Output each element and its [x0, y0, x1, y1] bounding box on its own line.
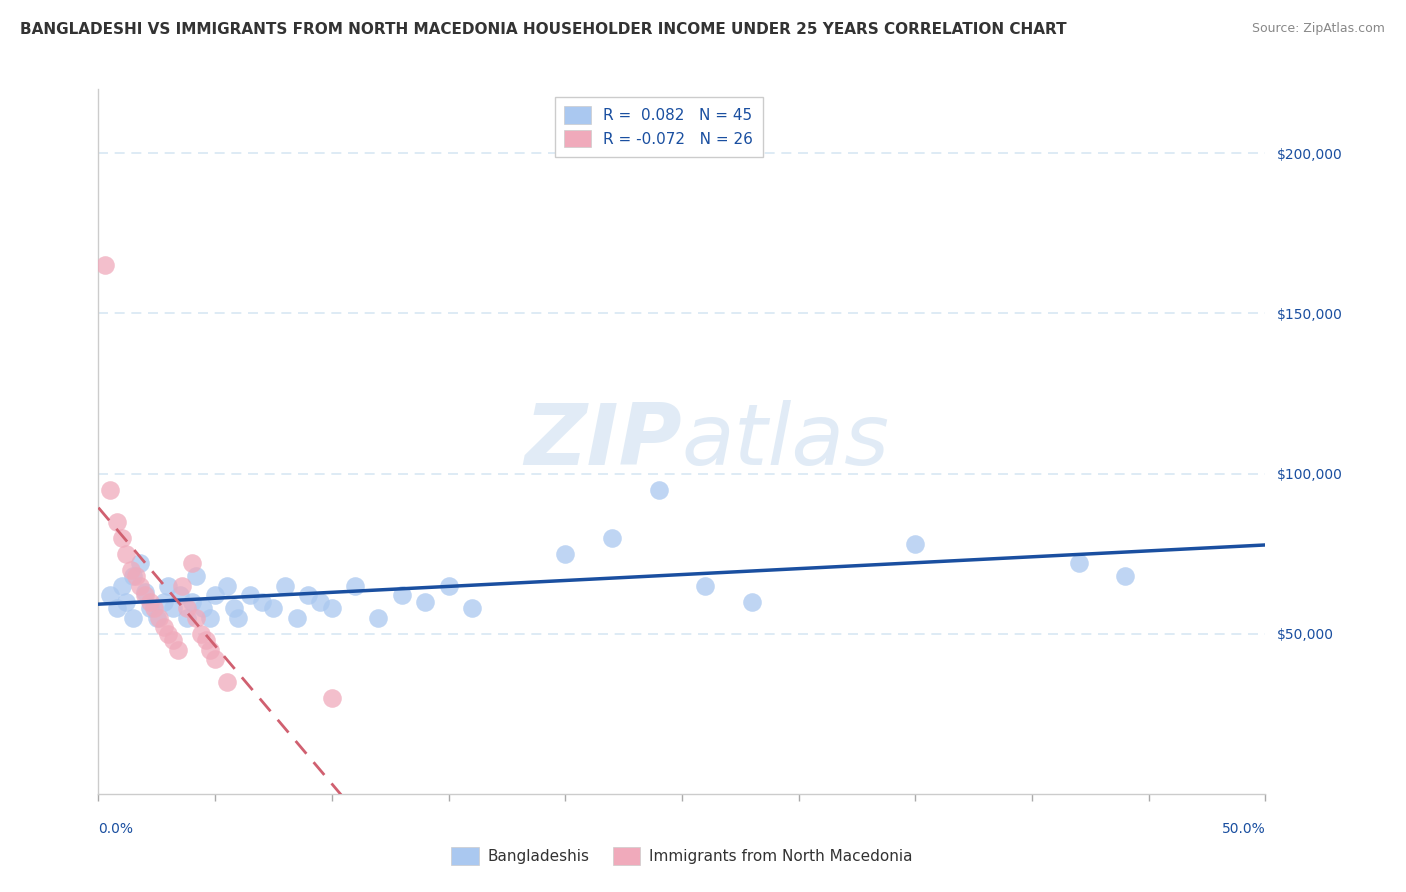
Point: [344, 579, 367, 593]
Point: [647, 483, 669, 497]
Point: [1114, 569, 1136, 583]
Point: [186, 569, 208, 583]
Point: [215, 579, 238, 593]
Text: 50.0%: 50.0%: [1222, 822, 1265, 836]
Point: [904, 537, 927, 551]
Point: [193, 601, 215, 615]
Y-axis label: Householder Income Under 25 years: Householder Income Under 25 years: [0, 315, 7, 568]
Point: [204, 588, 226, 602]
Text: 0.0%: 0.0%: [98, 822, 134, 836]
Point: [186, 610, 208, 624]
Point: [98, 588, 121, 602]
Point: [162, 601, 184, 615]
Point: [180, 556, 202, 570]
Point: [172, 579, 194, 593]
Point: [437, 579, 460, 593]
Point: [194, 633, 217, 648]
Point: [115, 547, 138, 561]
Point: [274, 579, 297, 593]
Point: [122, 569, 145, 583]
Point: [461, 601, 484, 615]
Point: [152, 595, 174, 609]
Point: [176, 601, 198, 615]
Text: Source: ZipAtlas.com: Source: ZipAtlas.com: [1251, 22, 1385, 36]
Point: [309, 595, 332, 609]
Point: [297, 588, 319, 602]
Point: [120, 563, 142, 577]
Point: [115, 595, 138, 609]
Point: [166, 642, 188, 657]
Point: [129, 579, 152, 593]
Text: ZIP: ZIP: [524, 400, 682, 483]
Point: [695, 579, 717, 593]
Point: [111, 579, 134, 593]
Point: [554, 547, 576, 561]
Point: [139, 595, 162, 609]
Point: [239, 588, 262, 602]
Point: [134, 585, 156, 599]
Point: [1067, 556, 1090, 570]
Point: [200, 610, 222, 624]
Legend: Bangladeshis, Immigrants from North Macedonia: Bangladeshis, Immigrants from North Mace…: [444, 841, 920, 871]
Point: [200, 642, 222, 657]
Point: [176, 610, 198, 624]
Point: [122, 610, 145, 624]
Point: [143, 601, 166, 615]
Point: [146, 610, 169, 624]
Point: [413, 595, 436, 609]
Text: BANGLADESHI VS IMMIGRANTS FROM NORTH MACEDONIA HOUSEHOLDER INCOME UNDER 25 YEARS: BANGLADESHI VS IMMIGRANTS FROM NORTH MAC…: [20, 22, 1066, 37]
Point: [367, 610, 389, 624]
Point: [321, 601, 343, 615]
Point: [285, 610, 308, 624]
Point: [600, 531, 623, 545]
Point: [262, 601, 284, 615]
Point: [152, 620, 174, 634]
Point: [250, 595, 273, 609]
Point: [321, 690, 343, 705]
Point: [105, 515, 128, 529]
Point: [215, 674, 238, 689]
Point: [190, 626, 212, 640]
Point: [162, 633, 184, 648]
Point: [111, 531, 134, 545]
Point: [148, 610, 170, 624]
Point: [157, 579, 180, 593]
Point: [134, 588, 156, 602]
Text: atlas: atlas: [682, 400, 890, 483]
Point: [204, 652, 226, 666]
Point: [139, 601, 162, 615]
Point: [222, 601, 245, 615]
Point: [129, 556, 152, 570]
Point: [169, 588, 191, 602]
Point: [94, 259, 117, 273]
Point: [228, 610, 250, 624]
Point: [125, 569, 148, 583]
Point: [157, 626, 180, 640]
Point: [98, 483, 121, 497]
Point: [741, 595, 763, 609]
Point: [180, 595, 202, 609]
Point: [391, 588, 413, 602]
Point: [105, 601, 128, 615]
